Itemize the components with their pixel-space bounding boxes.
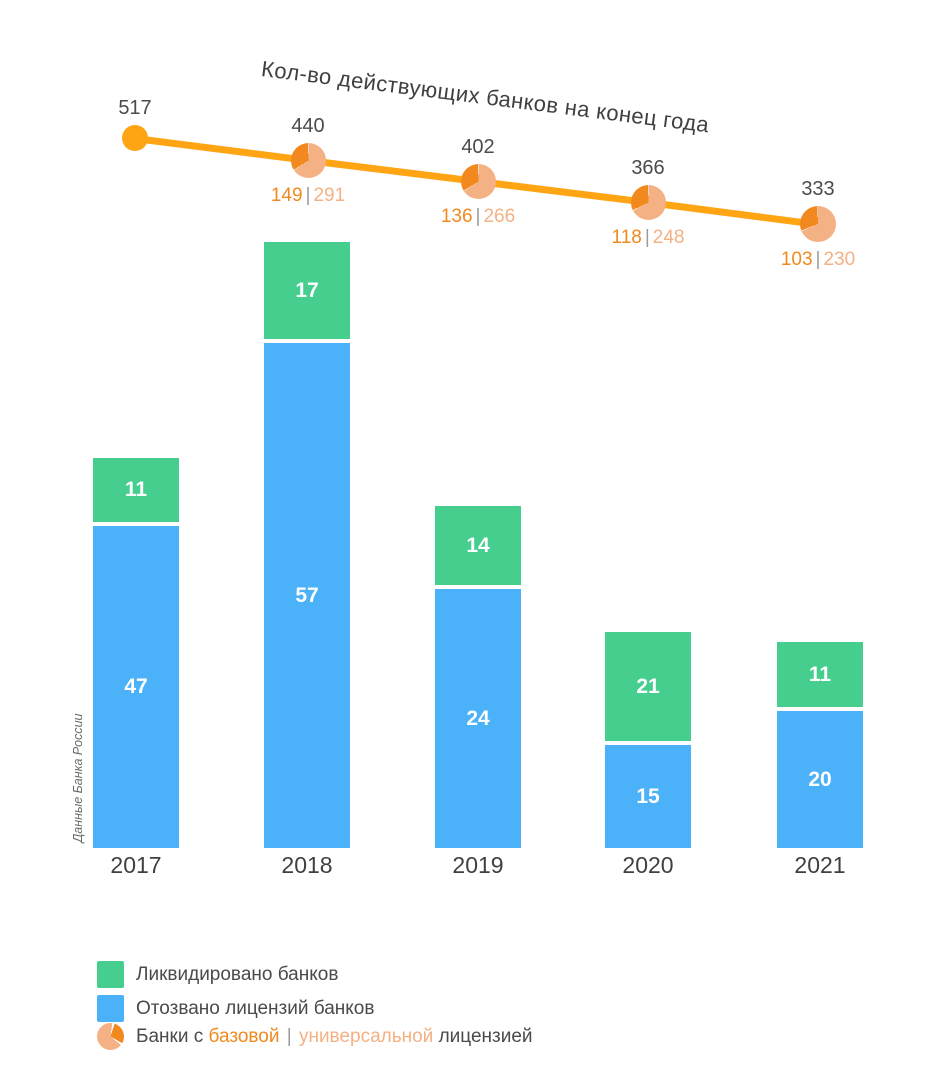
line-marker-2018 — [290, 142, 326, 178]
liquidated-value-label-2017: 11 — [124, 478, 148, 501]
line-marker-2017 — [122, 125, 148, 151]
bar-revoked-2021 — [777, 711, 863, 848]
bar-revoked-2020 — [605, 745, 691, 848]
line-marker-2019 — [460, 163, 496, 199]
trend-line-segment — [134, 134, 309, 164]
liquidated-swatch-icon — [97, 961, 124, 988]
line-marker-2020 — [630, 184, 666, 220]
revoked-value-label-2020: 15 — [636, 784, 660, 808]
license-separator: | — [286, 1025, 292, 1047]
year-label-2019: 2019 — [452, 852, 504, 878]
base-license-count: 149 — [270, 184, 303, 206]
legend: Ликвидировано банков Отозвано лицензий б… — [97, 961, 533, 1050]
year-label-2018: 2018 — [281, 852, 333, 878]
year-label-2017: 2017 — [110, 852, 162, 878]
universal-license-count: 248 — [652, 226, 685, 248]
trend-line-segment — [307, 156, 479, 185]
legend-item-license: Банки с базовой | универсальной лицензие… — [97, 1023, 533, 1050]
bar-liquidated-2020 — [605, 632, 691, 741]
split-separator: | — [305, 184, 311, 206]
universal-license-count: 266 — [483, 205, 516, 227]
year-label-2021: 2021 — [794, 852, 846, 878]
license-prefix: Банки с — [136, 1025, 204, 1047]
bar-liquidated-2021 — [777, 642, 863, 707]
year-label-2020: 2020 — [622, 852, 674, 878]
legend-item-liquidated: Ликвидировано банков — [97, 961, 533, 988]
universal-license-count: 230 — [823, 249, 856, 270]
base-license-count: 118 — [611, 226, 642, 248]
license-universal-word: универсальной — [298, 1025, 434, 1047]
bar-revoked-2018 — [264, 343, 350, 848]
bar-liquidated-2019 — [435, 506, 521, 585]
bar-liquidated-2017 — [93, 458, 179, 522]
legend-label-liquidated: Ликвидировано банков — [136, 963, 339, 985]
universal-license-count: 291 — [313, 184, 346, 206]
split-separator: | — [815, 249, 821, 270]
source-label: Данные Банка России — [71, 713, 85, 843]
revoked-value-label-2018: 57 — [295, 583, 319, 607]
base-license-count: 136 — [440, 205, 473, 227]
total-banks-label-2021: 333 — [801, 178, 835, 200]
split-separator: | — [475, 205, 481, 227]
bar-revoked-2019 — [435, 589, 521, 848]
license-split-label-2019: 136 | 266 — [388, 206, 568, 228]
license-split-label-2021: 103 | 230 — [728, 249, 908, 271]
revoked-value-label-2021: 20 — [808, 767, 832, 791]
pie-chart-icon — [97, 1023, 124, 1050]
total-banks-label-2020: 366 — [631, 156, 665, 179]
revoked-value-label-2019: 24 — [466, 706, 490, 730]
liquidated-value-label-2021: 11 — [808, 662, 832, 686]
license-split-label-2020: 118 | 248 — [558, 227, 738, 249]
total-banks-label-2017: 517 — [118, 97, 152, 119]
legend-item-revoked: Отозвано лицензий банков — [97, 995, 533, 1022]
line-marker-2021 — [800, 206, 836, 242]
license-split-label-2018: 149 | 291 — [218, 185, 398, 207]
bar-revoked-2017 — [93, 526, 179, 848]
trend-line-segment — [647, 198, 819, 228]
total-banks-label-2019: 402 — [461, 135, 495, 158]
total-banks-label-2018: 440 — [291, 114, 325, 137]
license-suffix: лицензией — [438, 1025, 533, 1047]
bar-liquidated-2018 — [264, 242, 350, 339]
revoked-value-label-2017: 47 — [124, 675, 148, 698]
trend-line-segment — [477, 177, 649, 206]
license-base-word: базовой — [208, 1025, 280, 1047]
liquidated-value-label-2019: 14 — [466, 533, 490, 557]
legend-label-revoked: Отозвано лицензий банков — [136, 997, 375, 1019]
split-separator: | — [644, 226, 650, 248]
base-license-count: 103 — [780, 249, 813, 270]
liquidated-value-label-2018: 17 — [295, 278, 319, 302]
revoked-swatch-icon — [97, 995, 124, 1022]
legend-label-license: Банки с базовой | универсальной лицензие… — [136, 1026, 533, 1048]
liquidated-value-label-2020: 21 — [636, 674, 660, 698]
